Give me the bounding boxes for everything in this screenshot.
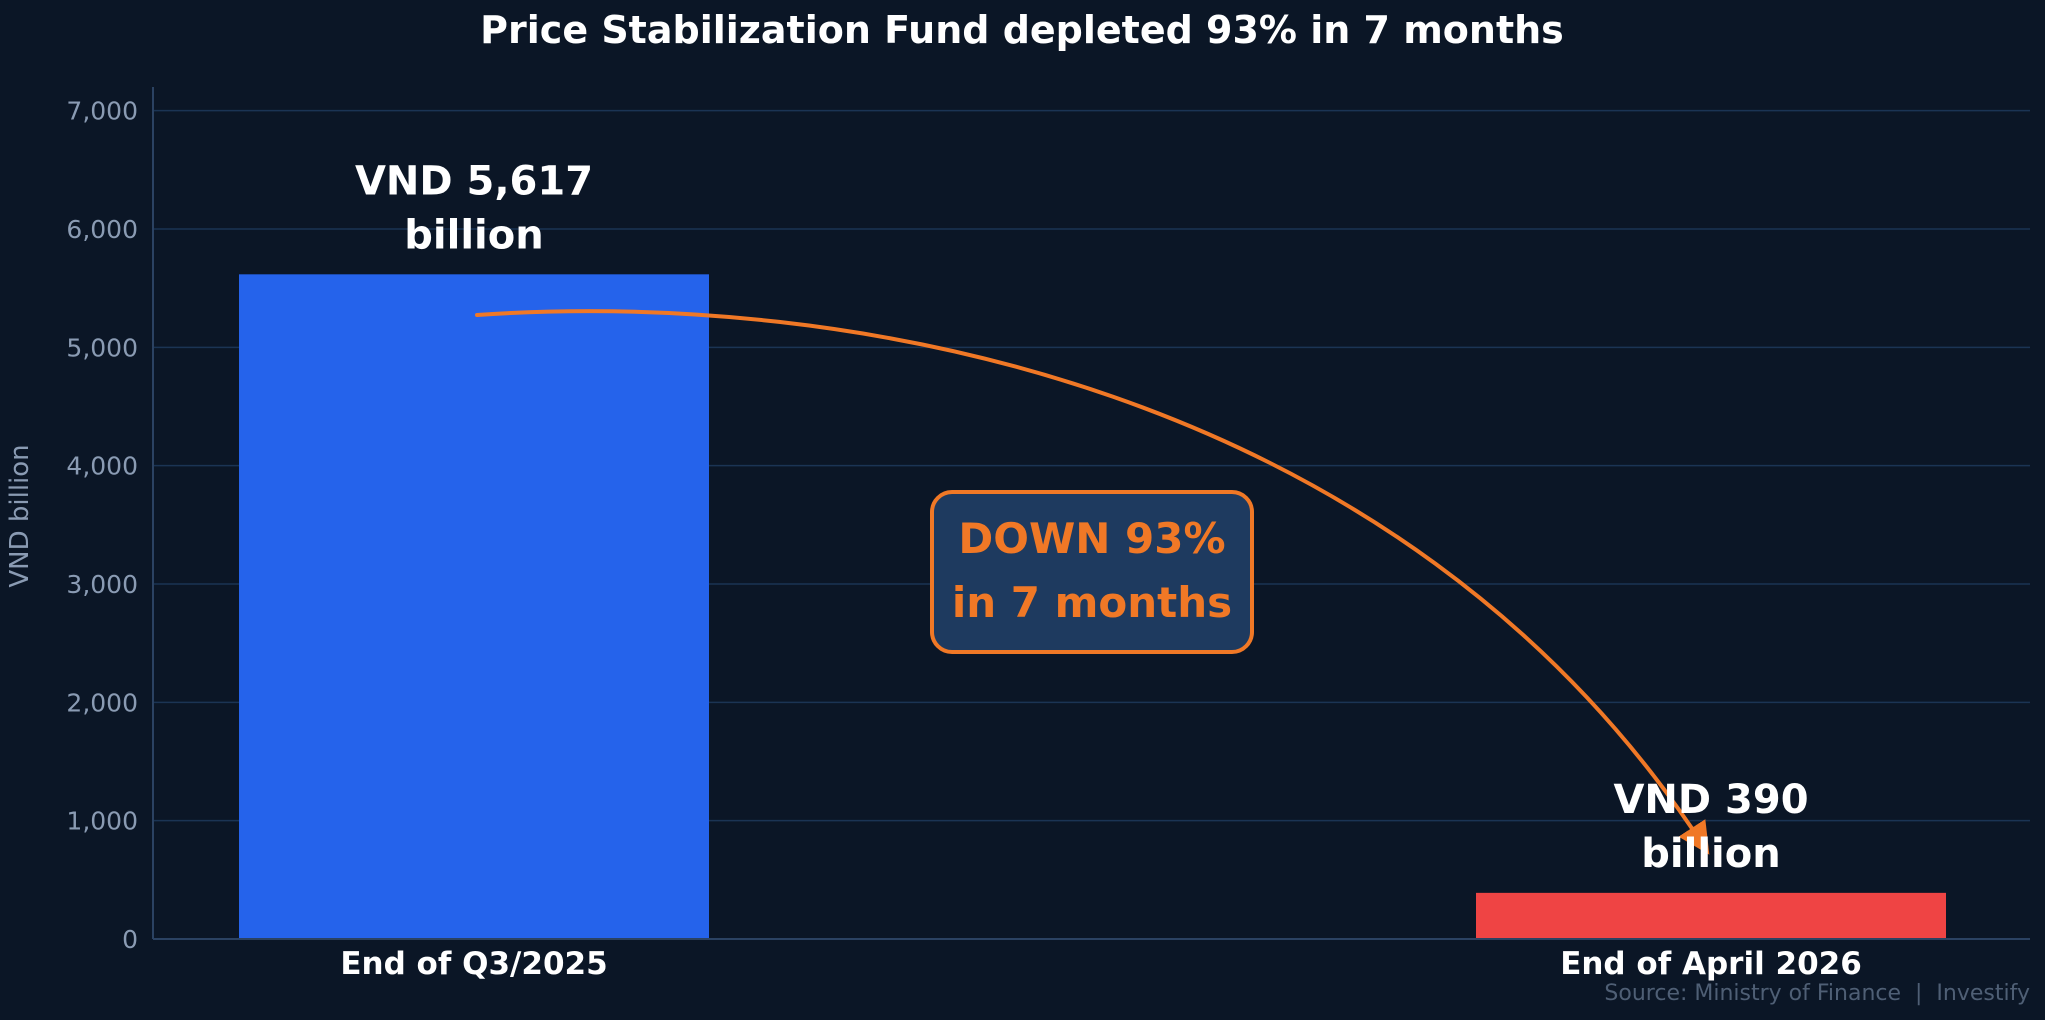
bars bbox=[239, 274, 1946, 939]
bar bbox=[1476, 892, 1946, 939]
annotation-line-2: in 7 months bbox=[952, 578, 1232, 627]
x-tick-label: End of Q3/2025 bbox=[340, 946, 607, 982]
y-tick-label: 7,000 bbox=[66, 97, 138, 126]
y-tick-label: 5,000 bbox=[66, 333, 138, 362]
x-tick-label: End of April 2026 bbox=[1560, 946, 1862, 982]
bar bbox=[239, 274, 709, 939]
y-tick-label: 0 bbox=[122, 925, 138, 954]
annotation-line-1: DOWN 93% bbox=[958, 514, 1225, 563]
source-note: Source: Ministry of Finance | Investify bbox=[1604, 981, 2030, 1006]
y-tick-label: 4,000 bbox=[66, 452, 138, 481]
annotation-box: DOWN 93% in 7 months bbox=[930, 490, 1254, 654]
annotation-background bbox=[930, 490, 1254, 654]
y-tick-label: 2,000 bbox=[66, 688, 138, 717]
data-labels: VND 5,617 billion VND 390 billion bbox=[355, 158, 1809, 877]
data-label: billion bbox=[1641, 831, 1780, 877]
chart-title: Price Stabilization Fund depleted 93% in… bbox=[480, 8, 1564, 52]
data-label: VND 5,617 bbox=[355, 158, 593, 204]
y-axis-ticks: 0 1,000 2,000 3,000 4,000 5,000 6,000 7,000 bbox=[66, 97, 138, 954]
x-axis-ticks: End of Q3/2025 End of April 2026 bbox=[340, 946, 1861, 982]
y-axis-label: VND billion bbox=[5, 444, 35, 587]
y-tick-label: 6,000 bbox=[66, 215, 138, 244]
data-label: billion bbox=[404, 212, 543, 258]
y-tick-label: 1,000 bbox=[66, 807, 138, 836]
y-tick-label: 3,000 bbox=[66, 570, 138, 599]
decline-arrow bbox=[475, 309, 1710, 855]
data-label: VND 390 bbox=[1613, 777, 1808, 823]
